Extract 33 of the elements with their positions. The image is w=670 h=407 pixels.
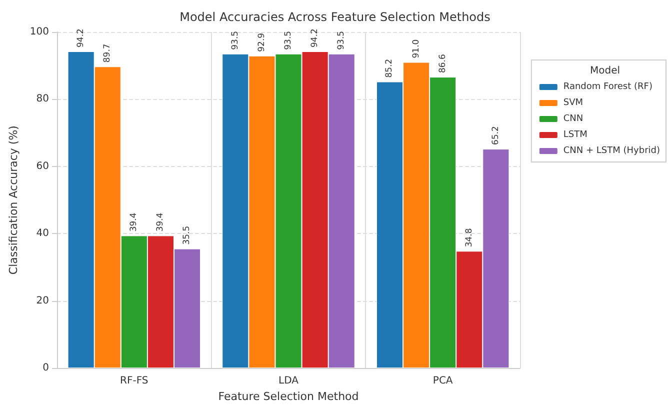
y-axis-title: Classification Accuracy (%): [7, 126, 20, 275]
data-label: 39.4: [129, 212, 140, 232]
x-axis-title: Feature Selection Method: [218, 390, 359, 403]
legend-label: Random Forest (RF): [563, 82, 652, 92]
data-label: 39.4: [156, 212, 166, 232]
x-tick-label: PCA: [432, 376, 453, 387]
data-label: 94.2: [310, 28, 320, 48]
data-label: 92.9: [256, 32, 267, 52]
data-label: 65.2: [490, 126, 501, 145]
data-label: 89.7: [102, 44, 113, 63]
data-label: 86.6: [438, 54, 448, 74]
legend-label: SVM: [563, 98, 584, 108]
chart-title: Model Accuracies Across Feature Selection Methods: [180, 10, 490, 24]
y-tick-label: 60: [36, 160, 49, 172]
data-label: 94.2: [76, 28, 86, 48]
x-tick-label: LDA: [278, 376, 299, 387]
legend-label: CNN: [563, 114, 584, 124]
data-label: 93.5: [336, 30, 347, 50]
legend-label: LSTM: [563, 130, 588, 140]
data-label: 35.5: [182, 226, 192, 245]
y-tick-label: 80: [36, 94, 49, 105]
y-tick-label: 20: [36, 295, 49, 306]
x-tick-label: RF-FS: [120, 376, 148, 387]
y-tick-label: 100: [30, 26, 49, 38]
y-tick-label: 0: [42, 362, 49, 374]
data-label: 93.5: [283, 30, 294, 50]
data-label: 85.2: [384, 58, 395, 78]
data-label: 93.5: [230, 30, 240, 50]
data-label: 91.0: [411, 39, 422, 58]
y-tick-label: 40: [36, 228, 49, 240]
legend-title: Model: [590, 66, 620, 76]
data-label: 34.8: [464, 228, 474, 248]
legend-label: CNN + LSTM (Hybrid): [563, 146, 660, 156]
